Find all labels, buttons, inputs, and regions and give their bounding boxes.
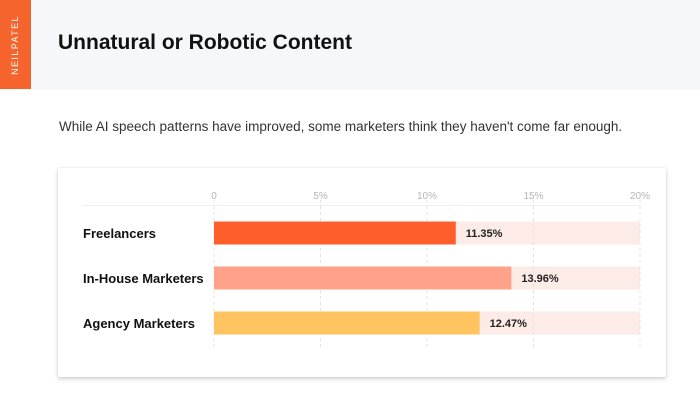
x-tick-label: 0 [211, 191, 217, 202]
category-label: In-House Marketers [83, 271, 204, 286]
page-title: Unnatural or Robotic Content [58, 31, 352, 54]
data-label: 11.35% [466, 228, 503, 240]
brand-tab: NEILPATEL [0, 0, 31, 89]
data-label: 13.96% [521, 273, 559, 285]
x-tick-label: 5% [313, 191, 328, 202]
x-tick-label: 10% [417, 191, 437, 202]
x-tick-label: 20% [630, 191, 650, 202]
category-label: Freelancers [83, 226, 156, 241]
bar [214, 266, 512, 290]
bar [214, 311, 480, 335]
page-subtitle: While AI speech patterns have improved, … [59, 119, 623, 134]
x-tick-label: 15% [523, 191, 543, 202]
header-band: NEILPATEL Unnatural or Robotic Content [0, 0, 700, 90]
bar [214, 221, 456, 245]
data-label: 12.47% [490, 318, 528, 330]
category-label: Agency Marketers [83, 316, 195, 331]
